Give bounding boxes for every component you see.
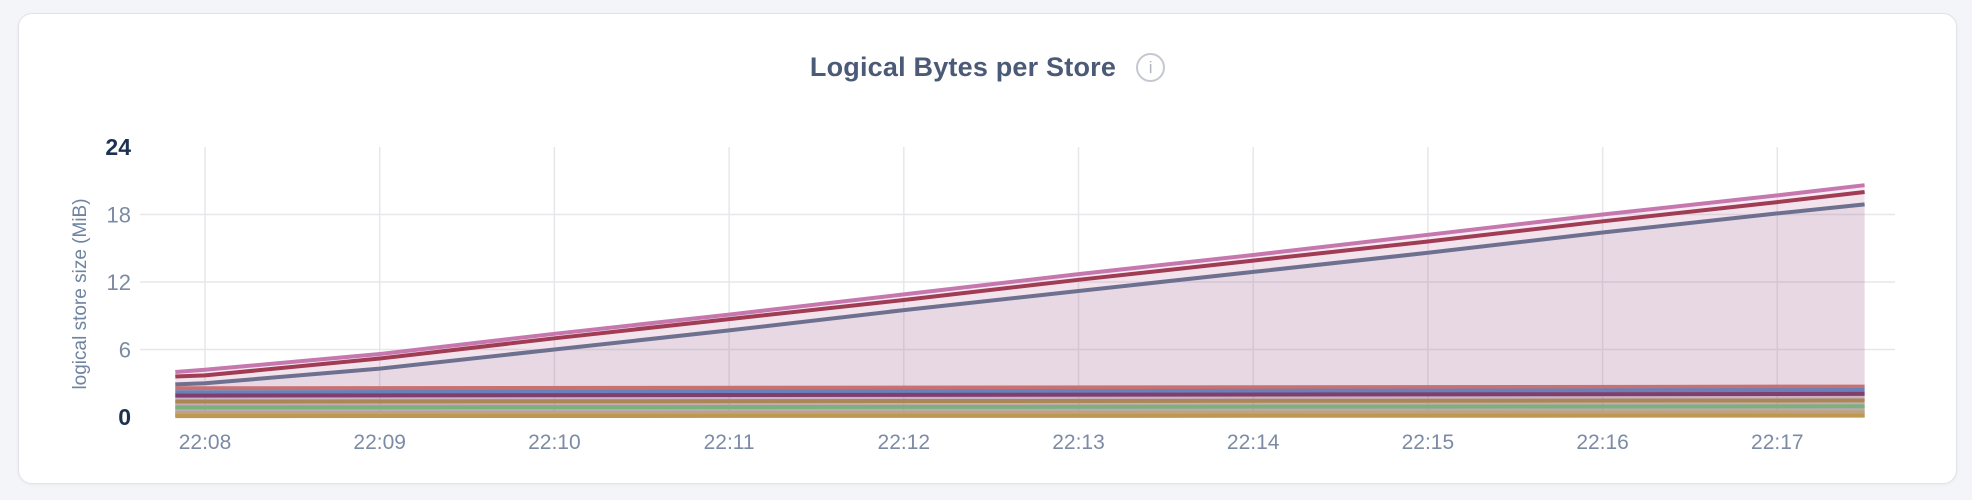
store-slate-area (175, 204, 1865, 417)
chart-header: Logical Bytes per Store i (19, 52, 1956, 83)
store-pink-area (175, 185, 1865, 417)
y-tick-label: 6 (119, 338, 131, 363)
x-tick-label: 22:15 (1402, 431, 1455, 454)
info-icon[interactable]: i (1136, 53, 1166, 82)
store-tan-line (175, 410, 1865, 416)
chart-title: Logical Bytes per Store (809, 52, 1117, 82)
x-tick-label: 22:10 (528, 431, 581, 454)
y-tick-label: 12 (107, 270, 131, 295)
store-bronze-line (175, 398, 1865, 404)
x-tick-label: 22:09 (353, 431, 406, 454)
x-tick-label: 22:17 (1751, 431, 1804, 454)
store-gold-line (175, 413, 1865, 419)
x-tick-label: 22:12 (878, 431, 931, 454)
store-magenta-line (175, 391, 1865, 398)
store-pink-line (175, 183, 1865, 374)
x-tick-label: 22:11 (704, 431, 755, 454)
x-tick-label: 22:13 (1052, 431, 1105, 454)
store-green-line (175, 404, 1865, 410)
x-tick-label: 22:16 (1576, 431, 1629, 454)
store-crimson-area (175, 192, 1865, 417)
x-tick-label: 22:08 (179, 431, 232, 454)
y-tick-label: 24 (105, 134, 131, 160)
plot-hover-area[interactable] (175, 147, 1864, 417)
store-crimson-line (175, 190, 1865, 379)
store-salmon-line (175, 384, 1865, 391)
store-blue-line (175, 388, 1865, 395)
x-tick-label: 22:14 (1227, 431, 1280, 454)
y-tick-label: 0 (118, 404, 131, 430)
y-tick-label: 18 (107, 203, 131, 228)
store-slate-line (175, 202, 1865, 387)
